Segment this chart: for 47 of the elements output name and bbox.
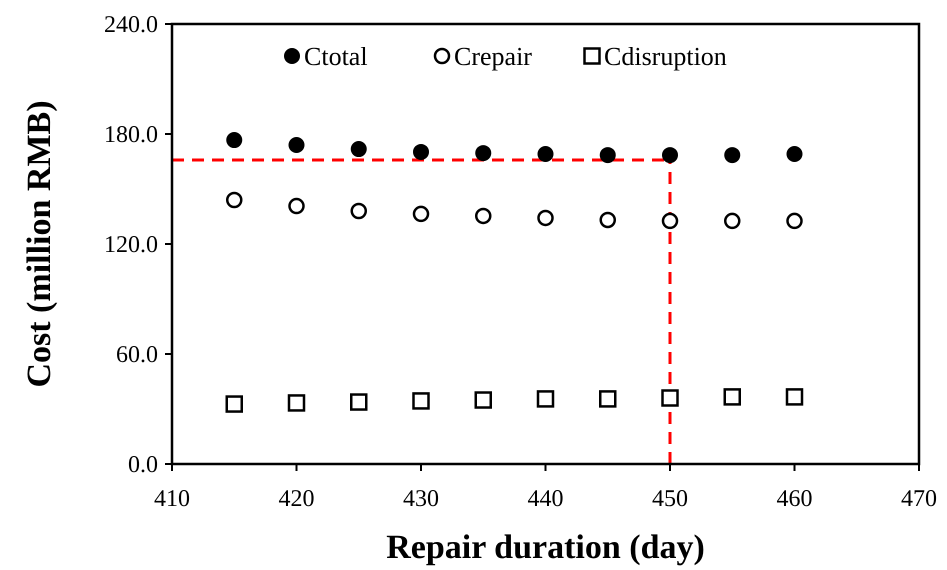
y-tick-label: 180.0 <box>104 122 158 148</box>
point <box>413 144 429 160</box>
x-tick-label: 450 <box>652 486 688 512</box>
point <box>475 208 492 224</box>
point <box>474 391 492 409</box>
y-axis-title: Cost (million RMB) <box>21 100 58 388</box>
y-tick-label: 120.0 <box>104 232 158 258</box>
x-tick-label: 460 <box>776 486 812 512</box>
point <box>350 202 367 220</box>
x-tick-label: 440 <box>528 486 564 512</box>
x-tick-label: 430 <box>403 486 439 512</box>
point <box>288 137 304 153</box>
point <box>661 389 679 407</box>
point <box>786 146 802 162</box>
point <box>600 147 616 164</box>
point <box>226 395 243 413</box>
x-tick-label: 420 <box>278 486 314 512</box>
point <box>599 390 616 408</box>
point <box>226 132 242 148</box>
point <box>786 388 804 406</box>
y-tick-label: 0.0 <box>128 452 158 478</box>
point <box>662 212 678 230</box>
legend-label: Ctotal <box>304 42 368 71</box>
point <box>724 388 741 406</box>
x-axis-title: Repair duration (day) <box>386 529 705 566</box>
point <box>226 192 242 208</box>
point <box>288 198 305 214</box>
legend-label: Cdisruption <box>604 42 727 71</box>
point <box>662 147 678 164</box>
point <box>538 146 554 162</box>
point <box>288 394 306 412</box>
point <box>600 212 616 228</box>
x-tick-label: 470 <box>901 486 937 512</box>
point <box>724 212 740 230</box>
point <box>537 210 554 226</box>
point <box>350 393 368 411</box>
point <box>724 147 740 164</box>
point <box>412 392 430 410</box>
point <box>412 206 430 222</box>
point <box>536 390 554 408</box>
point <box>475 145 492 162</box>
point <box>786 212 803 230</box>
point <box>350 141 367 158</box>
legend-label: Crepair <box>454 42 532 71</box>
x-tick-label: 410 <box>154 486 190 512</box>
y-tick-label: 240.0 <box>104 12 158 38</box>
y-tick-label: 60.0 <box>116 342 158 368</box>
